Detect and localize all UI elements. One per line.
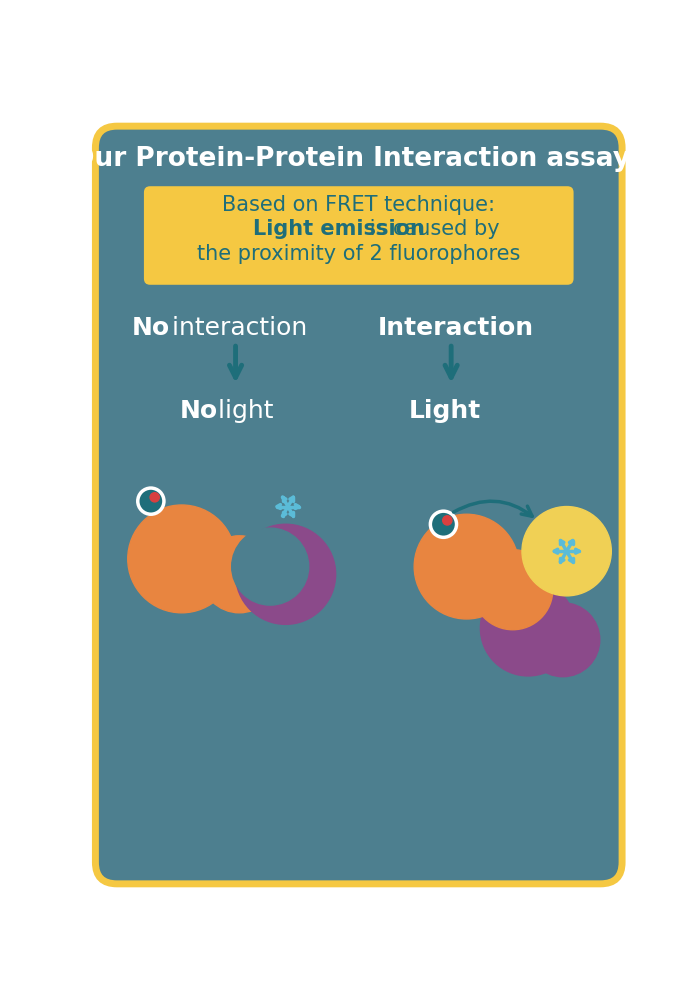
Text: Light emission: Light emission — [253, 219, 425, 239]
FancyBboxPatch shape — [95, 126, 622, 884]
Circle shape — [127, 505, 235, 613]
Circle shape — [522, 507, 611, 596]
Text: Light: Light — [409, 399, 481, 423]
Text: No: No — [179, 399, 218, 423]
Text: is caused by: is caused by — [363, 219, 500, 239]
Circle shape — [232, 528, 309, 605]
Text: Our Protein-Protein Interaction assays: Our Protein-Protein Interaction assays — [72, 145, 645, 172]
Circle shape — [442, 516, 452, 525]
Text: light: light — [210, 399, 274, 423]
Circle shape — [150, 493, 160, 502]
Circle shape — [480, 580, 576, 676]
Text: No: No — [132, 316, 169, 340]
Circle shape — [473, 550, 553, 630]
Circle shape — [201, 536, 278, 613]
Text: Based on FRET technique:: Based on FRET technique: — [223, 195, 496, 215]
Text: Interaction: Interaction — [378, 316, 534, 340]
Circle shape — [138, 488, 164, 514]
Text: the proximity of 2 fluorophores: the proximity of 2 fluorophores — [197, 244, 520, 264]
Circle shape — [430, 511, 456, 537]
Text: interaction: interaction — [164, 316, 307, 340]
Circle shape — [526, 603, 600, 677]
Circle shape — [235, 524, 336, 624]
FancyBboxPatch shape — [144, 186, 573, 285]
Circle shape — [414, 514, 519, 619]
